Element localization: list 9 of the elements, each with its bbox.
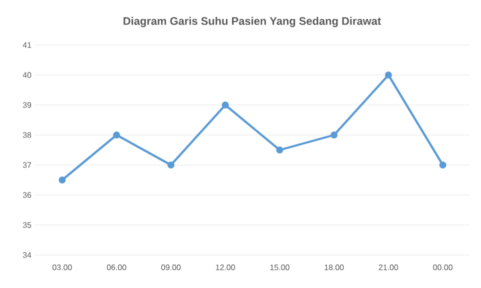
point xyxy=(58,176,66,184)
point xyxy=(439,162,446,168)
point xyxy=(113,132,120,138)
point xyxy=(384,72,392,78)
chart-title: Diagram Garis Suhu Pasien Yang Sedang Dirawat xyxy=(124,16,381,28)
point xyxy=(222,102,229,108)
point xyxy=(167,162,174,168)
point xyxy=(276,146,284,154)
point xyxy=(330,132,338,138)
